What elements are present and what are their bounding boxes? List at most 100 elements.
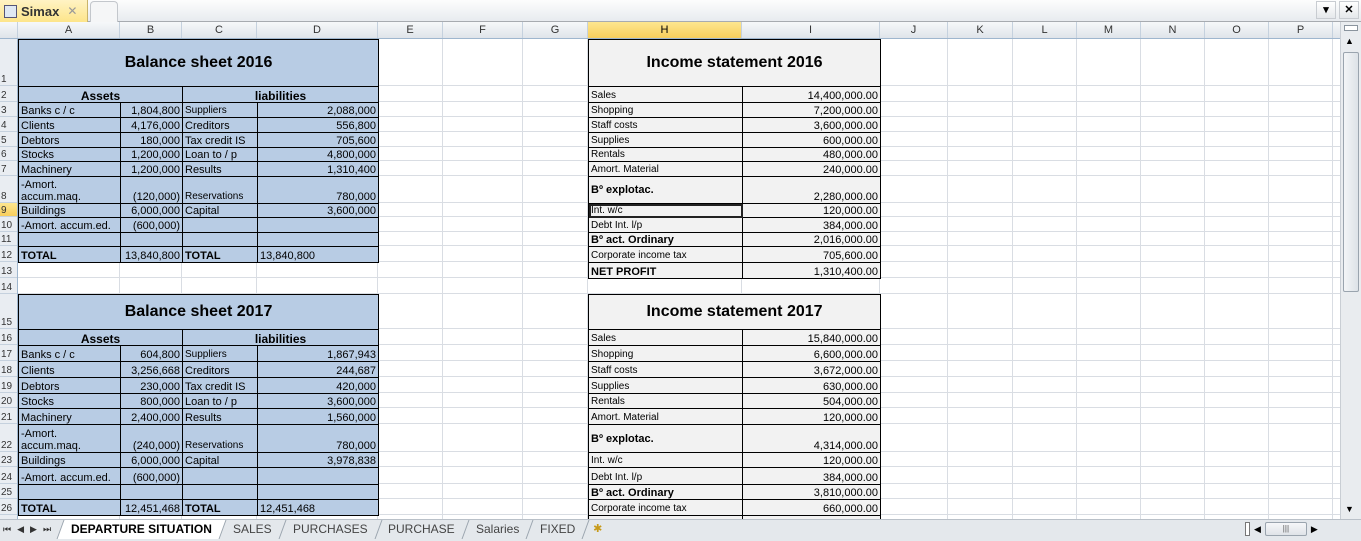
column-header-O[interactable]: O <box>1205 22 1269 38</box>
liability-label[interactable]: Capital <box>182 452 258 468</box>
income-value[interactable]: 630,000.00 <box>741 377 882 394</box>
liability-label[interactable]: Tax credit IS <box>182 132 258 148</box>
income-value[interactable]: 7,200,000.00 <box>741 102 882 118</box>
column-header-F[interactable]: F <box>443 22 523 38</box>
total-liabilities[interactable]: 12,451,468 <box>256 499 380 516</box>
dropdown-button[interactable]: ▾ <box>1316 1 1336 19</box>
row-header-7[interactable]: 7 <box>0 161 17 176</box>
income-label[interactable]: Corporate income tax <box>588 499 743 516</box>
income-label[interactable]: Amort. Material <box>588 161 743 177</box>
sheet-tab[interactable]: Salaries <box>462 520 534 539</box>
income-label[interactable]: Supplies <box>588 132 743 148</box>
liability-label[interactable]: Creditors <box>182 361 258 378</box>
asset-label[interactable]: Debtors <box>18 132 121 148</box>
row-header-3[interactable]: 3 <box>0 102 17 117</box>
liability-value[interactable] <box>256 217 380 233</box>
column-header-E[interactable]: E <box>378 22 443 38</box>
liability-value[interactable]: 3,978,838 <box>256 452 380 468</box>
asset-value[interactable]: 6,000,000 <box>120 203 183 218</box>
asset-label[interactable]: Debtors <box>18 377 121 394</box>
asset-value[interactable]: 1,200,000 <box>120 161 183 177</box>
income-label[interactable]: Bº explotac. <box>588 176 743 204</box>
income-label[interactable]: Amort. Material <box>588 408 743 425</box>
income-value[interactable]: 4,314,000.00 <box>741 424 882 453</box>
column-header-M[interactable]: M <box>1077 22 1141 38</box>
scroll-down-icon[interactable]: ▼ <box>1345 504 1354 514</box>
income-label[interactable]: NET PROFIT <box>588 262 743 279</box>
column-header-A[interactable]: A <box>18 22 120 38</box>
income-value[interactable]: 15,840,000.00 <box>741 329 882 346</box>
row-header-14[interactable]: 14 <box>0 278 17 294</box>
assets-header[interactable]: Assets <box>18 329 183 346</box>
total-label[interactable]: TOTAL <box>18 246 121 263</box>
income-value[interactable]: 3,810,000.00 <box>741 484 882 500</box>
liability-value[interactable]: 3,600,000 <box>256 393 380 409</box>
split-handle[interactable] <box>1344 25 1358 31</box>
income-value[interactable]: 120,000.00 <box>741 452 882 468</box>
income-statement-title[interactable]: Income statement 2017 <box>587 294 882 330</box>
row-header-21[interactable]: 21 <box>0 408 17 424</box>
asset-label[interactable]: Machinery <box>18 161 121 177</box>
row-header-18[interactable]: 18 <box>0 361 17 377</box>
income-value[interactable]: 384,000.00 <box>741 217 882 233</box>
liability-label[interactable] <box>182 232 258 247</box>
total-liabilities[interactable]: 13,840,800 <box>256 246 380 263</box>
liability-label[interactable] <box>182 484 258 500</box>
row-header-17[interactable]: 17 <box>0 345 17 361</box>
income-value[interactable]: 120,000.00 <box>741 203 882 218</box>
row-header-1[interactable]: 1 <box>0 39 17 86</box>
liability-label[interactable]: Results <box>182 161 258 177</box>
row-header-26[interactable]: 26 <box>0 499 17 515</box>
liability-value[interactable] <box>256 467 380 485</box>
income-value[interactable]: 705,600.00 <box>741 246 882 263</box>
liability-label[interactable]: Suppliers <box>182 345 258 362</box>
total-assets[interactable]: 12,451,468 <box>120 499 183 516</box>
column-header-C[interactable]: C <box>182 22 257 38</box>
split-handle[interactable] <box>1245 522 1250 536</box>
row-header-11[interactable]: 11 <box>0 232 17 246</box>
sheet-nav-next-icon[interactable]: ▶ <box>30 524 37 534</box>
income-value[interactable] <box>741 515 882 519</box>
sheet-nav-first-icon[interactable]: ⏮ <box>3 524 12 534</box>
close-tab-icon[interactable]: ✕ <box>67 4 78 18</box>
income-label[interactable]: Shopping <box>588 345 743 362</box>
asset-value[interactable]: 1,200,000 <box>120 147 183 162</box>
liability-value[interactable]: 1,867,943 <box>256 345 380 362</box>
income-value[interactable]: 6,600,000.00 <box>741 345 882 362</box>
income-label[interactable]: Corporate income tax <box>588 246 743 263</box>
asset-value[interactable]: 4,176,000 <box>120 117 183 133</box>
column-header-N[interactable]: N <box>1141 22 1205 38</box>
liability-value[interactable]: 556,800 <box>256 117 380 133</box>
asset-value[interactable]: 2,400,000 <box>120 408 183 425</box>
income-label[interactable]: Staff costs <box>588 361 743 378</box>
income-label[interactable]: Staff costs <box>588 117 743 133</box>
asset-value[interactable]: 180,000 <box>120 132 183 148</box>
income-value[interactable]: 504,000.00 <box>741 393 882 409</box>
income-value[interactable]: 1,310,400.00 <box>741 262 882 279</box>
income-value[interactable]: 120,000.00 <box>741 408 882 425</box>
liability-label[interactable]: Reservations <box>182 176 258 204</box>
income-label[interactable]: Debt Int. l/p <box>588 217 743 233</box>
asset-label[interactable]: Stocks <box>18 393 121 409</box>
new-tab-button[interactable] <box>90 1 118 22</box>
income-label[interactable]: Sales <box>588 329 743 346</box>
liability-value[interactable]: 4,800,000 <box>256 147 380 162</box>
income-label[interactable]: Bº act. Ordinary <box>588 232 743 247</box>
income-label[interactable]: Int. w/c <box>588 452 743 468</box>
asset-label[interactable]: -Amort. accum.ed. <box>18 217 121 233</box>
liability-value[interactable]: 780,000 <box>256 424 380 453</box>
vertical-scrollbar[interactable]: ▲ ▼ <box>1340 22 1361 519</box>
column-header-K[interactable]: K <box>948 22 1013 38</box>
row-header-20[interactable]: 20 <box>0 393 17 408</box>
column-header-L[interactable]: L <box>1013 22 1077 38</box>
liabilities-header[interactable]: liabilities <box>181 329 380 346</box>
column-header-H[interactable]: H <box>588 22 742 38</box>
assets-header[interactable]: Assets <box>18 86 183 103</box>
income-statement-title[interactable]: Income statement 2016 <box>587 39 882 87</box>
asset-value[interactable]: 6,000,000 <box>120 452 183 468</box>
liability-label[interactable] <box>182 217 258 233</box>
sheet-nav-last-icon[interactable]: ⏭ <box>42 524 52 534</box>
liability-label[interactable]: Tax credit IS <box>182 377 258 394</box>
income-label[interactable]: Debt Int. l/p <box>588 467 743 485</box>
income-value[interactable]: 600,000.00 <box>741 132 882 148</box>
